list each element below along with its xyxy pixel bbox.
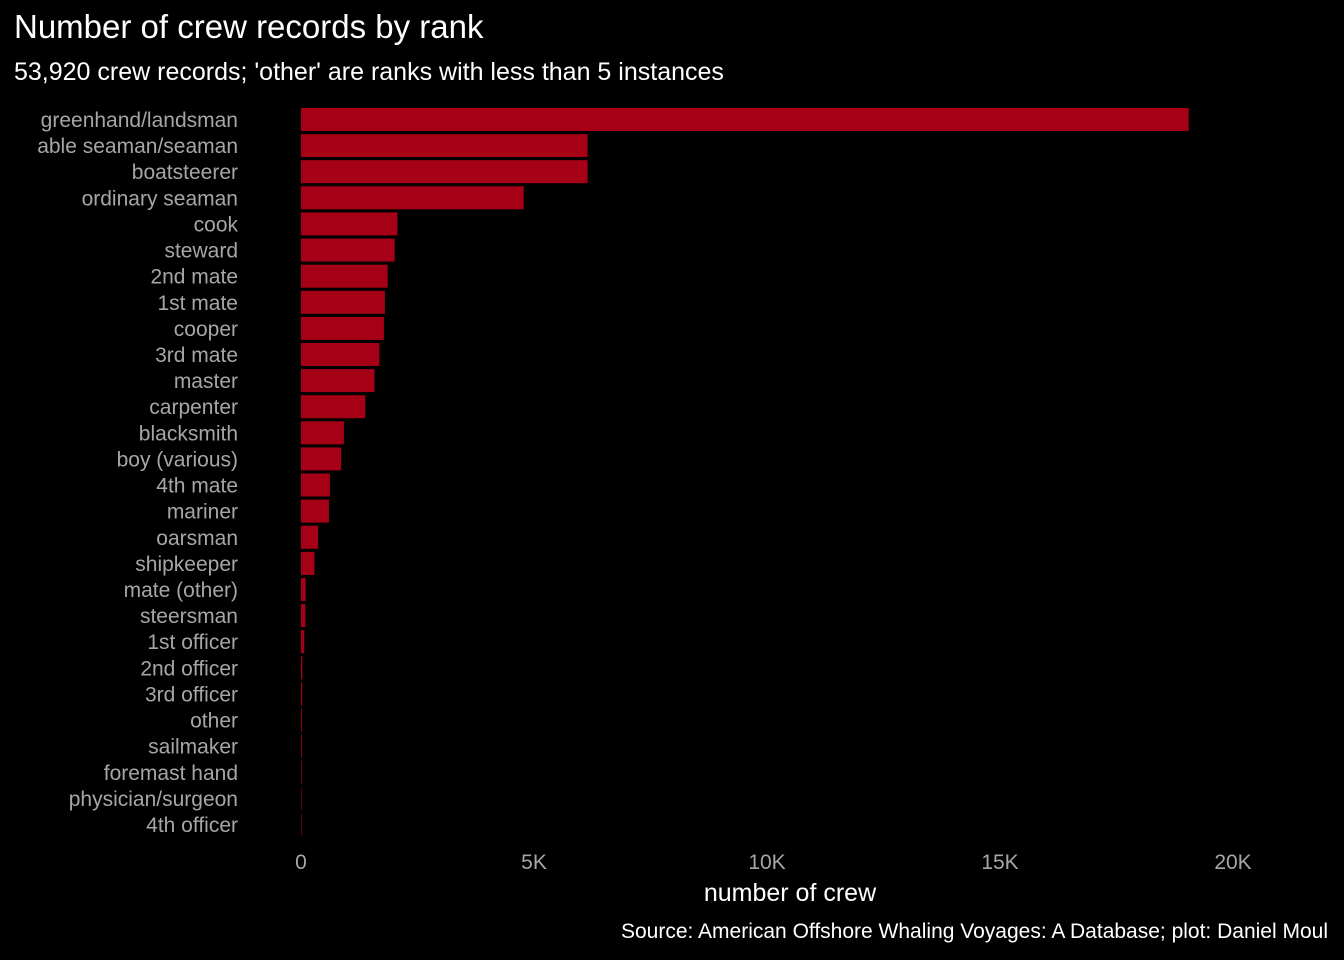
y-tick-label: 4th officer xyxy=(146,814,238,837)
x-tick-label: 5K xyxy=(521,851,547,874)
y-tick-label: 2nd officer xyxy=(140,657,238,680)
bar xyxy=(301,525,319,549)
y-tick-label: cook xyxy=(194,213,239,236)
y-tick-label: blacksmith xyxy=(139,422,238,445)
bar xyxy=(301,604,306,628)
bar xyxy=(301,316,384,340)
bar xyxy=(301,369,375,393)
y-tick-label: steersman xyxy=(140,605,238,628)
chart-title: Number of crew records by rank xyxy=(14,8,484,45)
x-tick-label: 20K xyxy=(1214,851,1251,874)
x-axis-ticks: 0 5K 10K 15K 20K xyxy=(295,851,1252,874)
x-tick-label: 10K xyxy=(748,851,785,874)
bar xyxy=(301,551,315,575)
x-axis-title: number of crew xyxy=(704,879,877,907)
y-tick-label: oarsman xyxy=(156,527,238,550)
bar xyxy=(301,290,385,314)
bar xyxy=(301,186,524,210)
y-tick-label: steward xyxy=(164,240,238,263)
chart-subtitle: 53,920 crew records; 'other' are ranks w… xyxy=(14,58,724,86)
bar xyxy=(301,447,342,471)
y-tick-label: other xyxy=(190,710,238,733)
bar xyxy=(301,734,302,758)
y-tick-label: foremast hand xyxy=(104,762,238,785)
bar xyxy=(301,238,395,262)
y-tick-label: 1st mate xyxy=(157,292,238,315)
bar xyxy=(301,473,330,497)
y-tick-label: carpenter xyxy=(149,396,238,419)
bar xyxy=(301,421,344,445)
x-tick-label: 0 xyxy=(295,851,307,874)
bar xyxy=(301,134,588,158)
bar xyxy=(301,108,1189,131)
y-tick-label: cooper xyxy=(174,318,238,341)
y-tick-label: 1st officer xyxy=(147,631,238,654)
bar xyxy=(301,708,302,732)
y-tick-label: sailmaker xyxy=(148,736,238,759)
bar xyxy=(301,813,302,836)
y-tick-label: shipkeeper xyxy=(135,553,238,576)
y-tick-label: 2nd mate xyxy=(150,266,238,289)
chart-caption: Source: American Offshore Whaling Voyage… xyxy=(620,920,1328,943)
y-tick-label: ordinary seaman xyxy=(82,187,238,210)
bars-group xyxy=(301,108,1189,836)
y-axis-labels: greenhand/landsman able seaman/seaman boat… xyxy=(37,109,238,837)
bar xyxy=(301,682,303,706)
bar xyxy=(301,264,388,288)
bar xyxy=(301,395,366,419)
bar xyxy=(301,760,302,784)
bar xyxy=(301,630,305,654)
bar xyxy=(301,578,306,601)
bar xyxy=(301,656,303,680)
bar xyxy=(301,499,329,523)
y-tick-label: greenhand/landsman xyxy=(41,109,238,132)
x-tick-label: 15K xyxy=(981,851,1018,874)
y-tick-label: boatsteerer xyxy=(132,161,238,184)
y-tick-label: mate (other) xyxy=(124,579,238,602)
y-tick-label: boy (various) xyxy=(117,448,238,471)
y-tick-label: 3rd officer xyxy=(145,683,238,706)
bar xyxy=(301,212,398,236)
y-tick-label: able seaman/seaman xyxy=(37,135,238,158)
bar xyxy=(301,786,302,810)
y-tick-label: 4th mate xyxy=(156,475,238,498)
y-tick-label: mariner xyxy=(167,501,238,524)
y-tick-label: 3rd mate xyxy=(155,344,238,367)
bar xyxy=(301,160,588,184)
y-tick-label: master xyxy=(174,370,238,393)
bar xyxy=(301,343,380,366)
y-tick-label: physician/surgeon xyxy=(69,788,238,811)
